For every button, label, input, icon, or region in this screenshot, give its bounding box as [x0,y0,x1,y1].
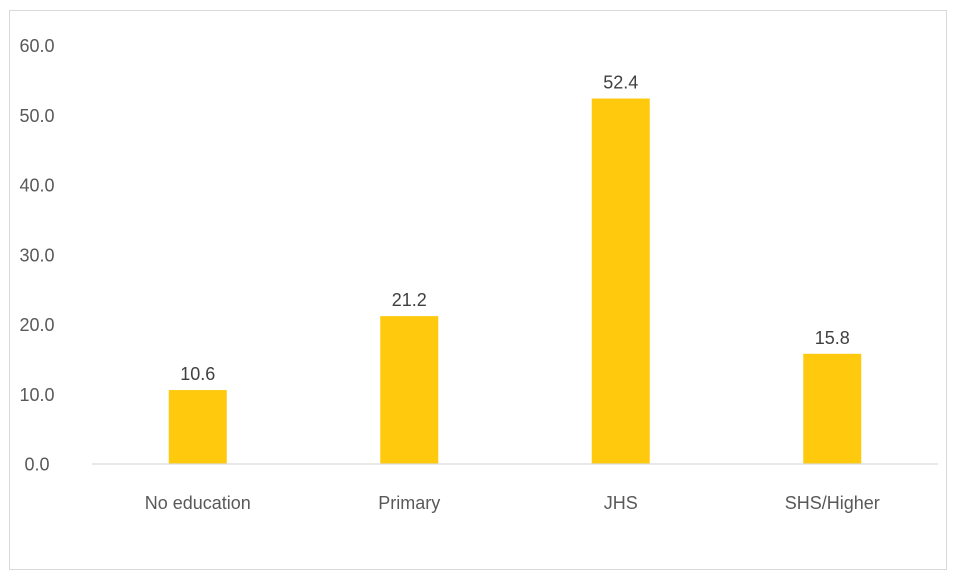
y-tick-label: 30.0 [19,245,54,265]
y-tick-label: 20.0 [19,315,54,335]
y-tick-label: 60.0 [19,36,54,56]
data-label: 15.8 [815,328,850,348]
data-labels: 10.6 21.2 52.4 15.8 [180,73,850,385]
bar-primary [380,316,439,464]
x-axis-ticks: No education Primary JHS SHS/Higher [145,493,880,513]
data-label: 52.4 [603,73,638,93]
bar-no-education [168,390,227,464]
y-tick-label: 50.0 [19,106,54,126]
x-tick-label: JHS [604,493,638,513]
bar-shs-higher [803,353,862,464]
y-tick-label: 10.0 [19,385,54,405]
data-label: 10.6 [180,364,215,384]
data-label: 21.2 [392,290,427,310]
y-tick-label: 0.0 [24,455,49,475]
x-tick-label: Primary [378,493,440,513]
bar-jhs [591,98,650,464]
y-tick-label: 40.0 [19,176,54,196]
x-tick-label: SHS/Higher [785,493,880,513]
chart-frame [9,10,947,570]
y-axis-ticks: 0.0 10.0 20.0 30.0 40.0 50.0 60.0 [19,36,54,475]
bars [168,98,862,464]
x-tick-label: No education [145,493,251,513]
